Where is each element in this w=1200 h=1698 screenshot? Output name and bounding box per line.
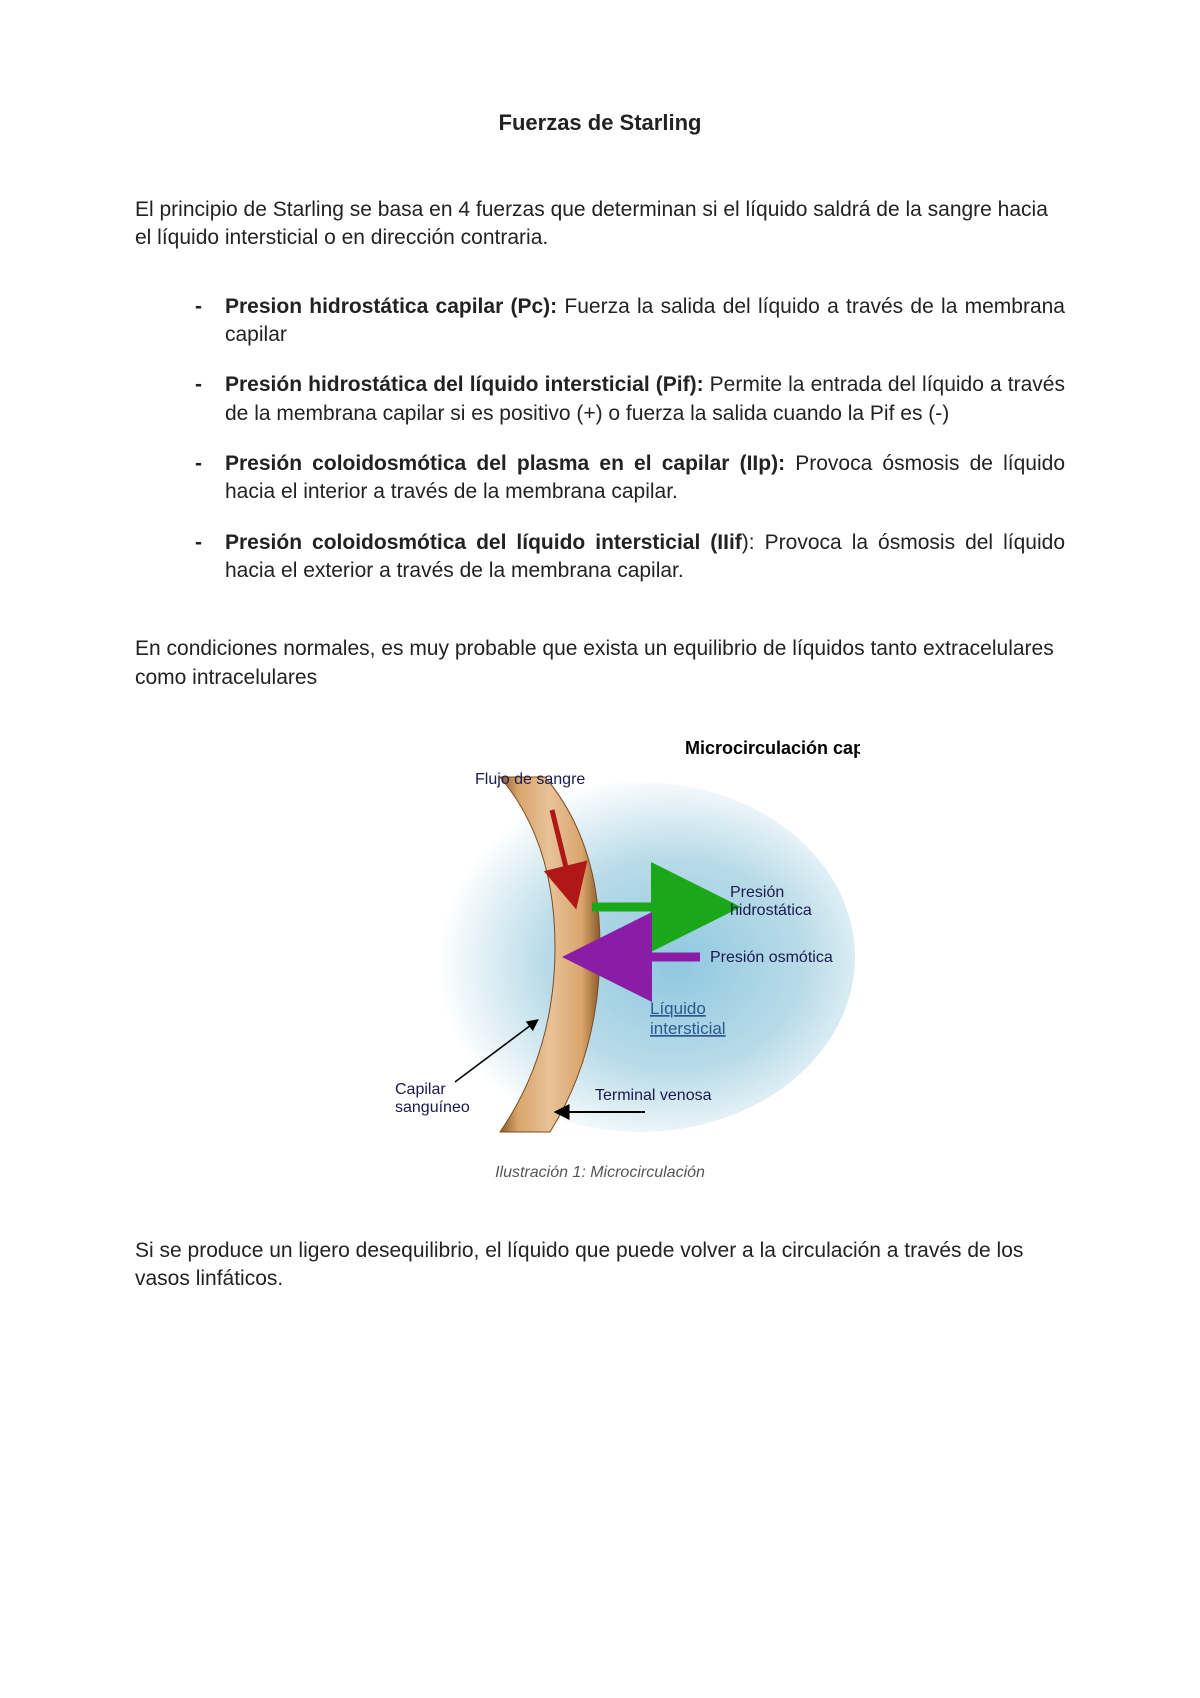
document-page: Fuerzas de Starling El principio de Star…	[0, 0, 1200, 1698]
label-capillary-1: Capilar	[395, 1081, 446, 1098]
label-interstitial-1: Líquido	[650, 999, 706, 1018]
force-item: Presion hidrostática capilar (Pc): Fuerz…	[195, 293, 1065, 350]
force-term: Presión coloidosmótica del plasma en el …	[225, 452, 785, 475]
equilibrium-paragraph: En condiciones normales, es muy probable…	[135, 635, 1065, 692]
label-interstitial-2: intersticial	[650, 1019, 726, 1038]
label-capillary-2: sanguíneo	[395, 1099, 470, 1116]
force-term: Presion hidrostática capilar (Pc):	[225, 295, 557, 318]
force-term: Presión hidrostática del líquido interst…	[225, 373, 704, 396]
label-blood-flow: Flujo de sangre	[475, 771, 585, 788]
label-hydrostatic-1: Presión	[730, 884, 784, 901]
intro-paragraph: El principio de Starling se basa en 4 fu…	[135, 196, 1065, 253]
forces-list: Presion hidrostática capilar (Pc): Fuerz…	[135, 293, 1065, 586]
page-title: Fuerzas de Starling	[135, 110, 1065, 136]
label-hydrostatic-2: hidrostática	[730, 902, 812, 919]
force-item: Presión coloidosmótica del líquido inter…	[195, 529, 1065, 586]
closing-paragraph: Si se produce un ligero desequilibrio, e…	[135, 1237, 1065, 1294]
label-venous: Terminal venosa	[595, 1087, 712, 1104]
microcirculation-diagram: Microcirculación capilar Flujo de sangre…	[340, 732, 860, 1152]
force-item: Presión coloidosmótica del plasma en el …	[195, 450, 1065, 507]
figure: Microcirculación capilar Flujo de sangre…	[340, 732, 860, 1152]
force-item: Presión hidrostática del líquido interst…	[195, 371, 1065, 428]
diagram-title: Microcirculación capilar	[685, 738, 860, 758]
force-term-tail: )	[742, 531, 749, 554]
figure-caption: Ilustración 1: Microcirculación	[135, 1164, 1065, 1182]
force-term: Presión coloidosmótica del líquido inter…	[225, 531, 742, 554]
label-osmotic: Presión osmótica	[710, 949, 833, 966]
